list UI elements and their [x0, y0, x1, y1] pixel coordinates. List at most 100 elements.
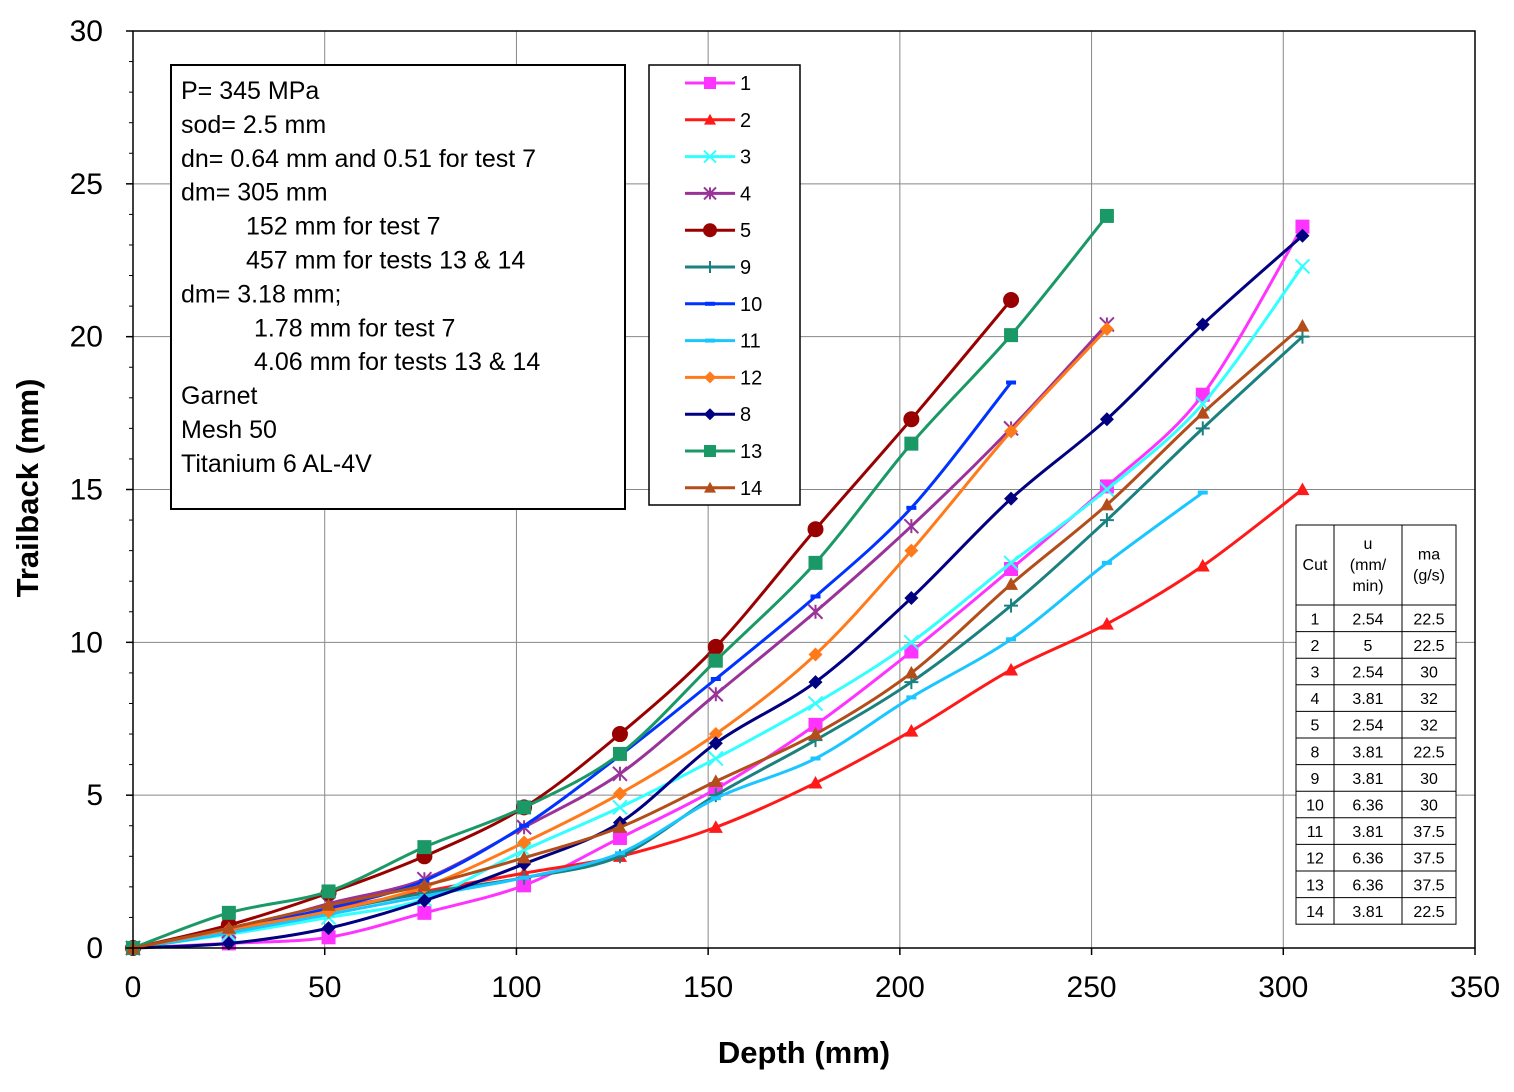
data-point — [1004, 491, 1019, 506]
data-point — [704, 445, 716, 457]
data-point — [1295, 228, 1310, 243]
data-point — [904, 723, 919, 737]
legend-label: 2 — [740, 110, 751, 132]
parameter-line: Mesh 50 — [181, 416, 277, 444]
table-cell: 14 — [1306, 904, 1324, 921]
data-point — [807, 695, 824, 712]
table-cell: 8 — [1311, 744, 1320, 761]
parameter-line: 457 mm for tests 13 & 14 — [246, 247, 525, 275]
table-cell: 37.5 — [1413, 824, 1444, 841]
x-tick-label: 0 — [125, 971, 142, 1004]
series-line — [132, 491, 1204, 950]
parameter-line: dm= 305 mm — [181, 179, 328, 207]
table-cell: 3.81 — [1352, 824, 1383, 841]
table-cell: 4 — [1311, 691, 1320, 708]
data-point — [221, 936, 236, 951]
data-point — [710, 796, 721, 801]
data-point — [704, 77, 716, 89]
table-cell: 30 — [1420, 665, 1438, 682]
data-point — [519, 875, 530, 880]
table-cell: 22.5 — [1413, 638, 1444, 655]
data-point — [1197, 490, 1208, 495]
legend-item-2: 2 — [685, 110, 751, 132]
table-cell: 37.5 — [1413, 877, 1444, 894]
legend-item-5: 5 — [685, 220, 751, 242]
data-point — [614, 851, 625, 856]
data-point — [904, 591, 919, 606]
table-cell: 3.81 — [1352, 771, 1383, 788]
data-point — [708, 686, 724, 703]
table-cell: 22.5 — [1413, 904, 1444, 921]
data-point — [417, 840, 432, 855]
data-point — [903, 634, 920, 651]
table-cell: 3.81 — [1352, 904, 1383, 921]
data-point — [1004, 577, 1019, 590]
data-point — [612, 799, 628, 816]
data-point — [810, 594, 821, 599]
table-header-cell: (mm/ — [1350, 557, 1387, 574]
data-point — [1006, 380, 1017, 385]
data-point — [417, 878, 432, 891]
legend-label: 11 — [740, 331, 761, 353]
legend-label: 5 — [740, 220, 751, 242]
data-point — [708, 727, 723, 742]
legend-label: 9 — [740, 257, 751, 279]
y-tick-label: 5 — [86, 779, 103, 812]
data-point — [1003, 555, 1019, 571]
data-point — [906, 695, 917, 700]
table-header-cell: ma — [1418, 547, 1440, 564]
legend-label: 12 — [740, 367, 762, 389]
data-point — [703, 186, 717, 201]
data-point — [708, 820, 723, 833]
table-cell: 30 — [1420, 798, 1438, 815]
data-point — [1295, 329, 1310, 344]
data-point — [808, 647, 823, 662]
y-tick-label: 20 — [70, 321, 103, 354]
x-tick-label: 300 — [1258, 971, 1308, 1004]
table-cell: 6.36 — [1352, 798, 1383, 815]
data-point — [704, 113, 716, 125]
data-point — [708, 750, 724, 767]
series-2 — [126, 482, 1310, 954]
table-frame — [1295, 524, 1457, 925]
table-cell: 3.81 — [1352, 744, 1383, 761]
table-cell: 12 — [1306, 851, 1324, 868]
table-cell: 5 — [1311, 718, 1320, 735]
data-point — [710, 677, 721, 682]
data-point — [1099, 616, 1114, 630]
data-point — [612, 766, 628, 782]
table-cell: 5 — [1364, 638, 1373, 655]
legend-item-8: 8 — [685, 404, 751, 426]
data-point — [221, 905, 236, 920]
data-point — [807, 604, 824, 620]
x-tick-label: 350 — [1450, 971, 1500, 1004]
table-cell: 30 — [1420, 771, 1438, 788]
data-point — [705, 338, 715, 343]
data-point — [1099, 481, 1115, 498]
series-line — [132, 214, 1109, 950]
data-point — [612, 820, 627, 833]
data-point — [517, 800, 532, 815]
table-cell: 13 — [1306, 877, 1324, 894]
y-axis-title: Trailback (mm) — [10, 379, 45, 598]
data-point — [906, 505, 917, 510]
parameters-box: P= 345 MPa sod= 2.5 mm dn= 0.64 mm and 0.5… — [170, 64, 626, 510]
data-point — [705, 301, 715, 306]
data-point — [904, 543, 919, 558]
data-point — [1004, 662, 1019, 676]
data-point — [703, 223, 717, 238]
legend-item-10: 10 — [685, 294, 762, 316]
data-point — [1004, 598, 1019, 613]
data-point — [904, 665, 919, 679]
data-point — [904, 436, 919, 451]
table-cell: 2.54 — [1352, 611, 1383, 628]
data-point — [1006, 637, 1017, 642]
data-point — [321, 921, 336, 936]
data-point — [808, 675, 823, 690]
legend-item-12: 12 — [685, 367, 762, 389]
data-point — [904, 644, 919, 659]
table-cell: 37.5 — [1413, 851, 1444, 868]
y-tick-label: 30 — [70, 15, 103, 48]
table-cell: 6.36 — [1352, 851, 1383, 868]
